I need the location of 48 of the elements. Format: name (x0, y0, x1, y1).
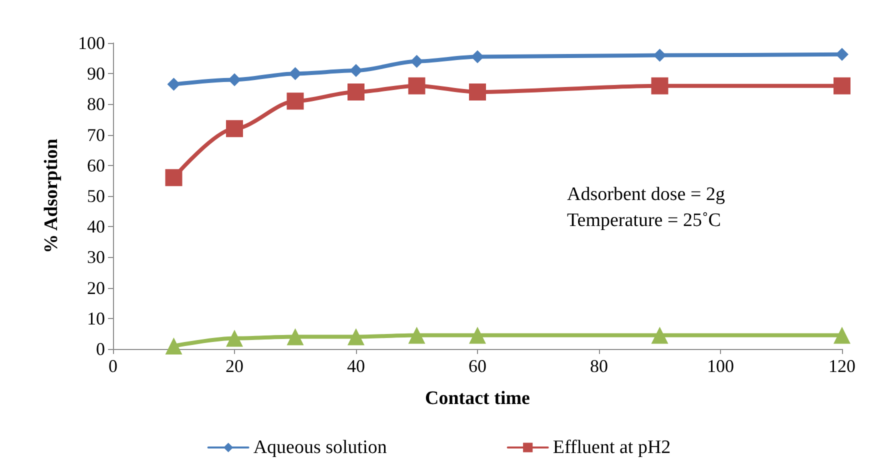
x-axis-title: Contact time (425, 388, 530, 409)
x-tick-label: 20 (226, 356, 244, 376)
point (651, 326, 668, 344)
y-tick-label: 60 (87, 155, 105, 176)
y-tick-label: 0 (96, 339, 105, 359)
legend-label: Effluent at pH2 (552, 437, 671, 458)
point (408, 326, 426, 344)
point (653, 48, 666, 62)
y-tick-label: 70 (87, 124, 105, 145)
y-tick-label: 100 (78, 33, 105, 53)
x-tick-label: 40 (347, 356, 365, 376)
point (469, 83, 486, 100)
point (834, 77, 850, 94)
point (471, 50, 484, 64)
point (410, 54, 424, 68)
point (226, 330, 243, 347)
y-axis-title: % Adsorption (41, 138, 62, 254)
point (167, 78, 180, 91)
y-tick-label: 20 (87, 278, 105, 298)
point (228, 73, 241, 86)
point (348, 328, 364, 346)
point (836, 48, 848, 61)
point (165, 169, 182, 186)
x-tick-label: 100 (707, 356, 734, 376)
y-tick-label: 10 (87, 308, 105, 328)
x-tick-label: 0 (108, 356, 118, 376)
x-tick-label: 80 (590, 356, 608, 376)
point (286, 328, 304, 346)
annotation: Temperature = 25˚C (567, 210, 721, 231)
point (226, 120, 243, 138)
y-tick-label: 30 (87, 247, 105, 268)
y-tick-label: 50 (87, 186, 105, 206)
legend-label: Aqueous solution (253, 437, 388, 458)
point (469, 326, 486, 344)
annotation: Adsorbent dose = 2g (567, 184, 726, 205)
point (408, 77, 426, 94)
point (834, 326, 850, 344)
y-tick-label: 40 (87, 216, 105, 237)
point (651, 77, 668, 94)
point (286, 92, 304, 110)
point (350, 64, 362, 78)
x-tick-label: 120 (828, 356, 856, 376)
point (165, 337, 182, 354)
point (288, 67, 302, 80)
x-tick-label: 60 (468, 356, 486, 376)
point (348, 83, 364, 100)
y-tick-label: 80 (87, 94, 105, 114)
y-tick-label: 90 (87, 64, 105, 84)
